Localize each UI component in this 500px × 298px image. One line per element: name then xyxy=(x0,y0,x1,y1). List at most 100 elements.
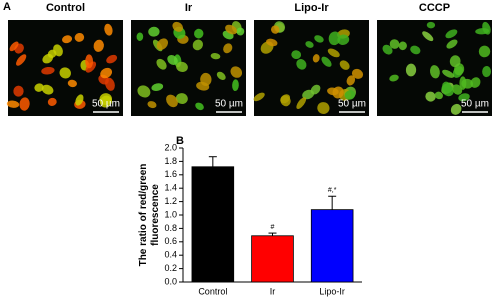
cell xyxy=(9,41,19,52)
cell xyxy=(321,56,332,67)
cell xyxy=(175,93,188,104)
cell xyxy=(16,54,27,66)
cell xyxy=(196,81,210,91)
cell xyxy=(280,95,291,107)
cell xyxy=(291,50,302,60)
cell xyxy=(434,91,443,100)
cell xyxy=(478,45,491,58)
y-tick-label: 0.6 xyxy=(164,236,177,246)
cell xyxy=(445,29,458,39)
cell xyxy=(41,66,55,75)
cell xyxy=(452,84,463,95)
cell xyxy=(67,79,77,88)
image-title: Control xyxy=(46,2,85,14)
y-tick-label: 1.8 xyxy=(164,156,177,166)
cell xyxy=(310,84,321,95)
cell xyxy=(172,21,183,32)
cell xyxy=(446,39,458,49)
cell xyxy=(425,91,436,102)
cell xyxy=(74,32,85,42)
cell xyxy=(410,45,421,55)
cell xyxy=(351,68,364,79)
y-tick-label: 0.0 xyxy=(164,276,177,286)
cell xyxy=(19,97,30,111)
cell xyxy=(151,83,164,92)
cell xyxy=(34,83,44,92)
cell xyxy=(104,23,113,36)
cell xyxy=(344,90,356,100)
cell xyxy=(458,93,470,102)
cell xyxy=(156,38,169,50)
cell xyxy=(449,55,461,68)
cell xyxy=(459,76,467,90)
cell xyxy=(147,101,157,109)
y-tick-label: 0.8 xyxy=(164,223,177,233)
cell xyxy=(62,35,73,44)
cell xyxy=(6,100,20,108)
cell xyxy=(475,28,490,35)
x-tick-label: Lipo-Ir xyxy=(319,286,345,296)
cell xyxy=(53,44,63,57)
image-title: Ir xyxy=(185,2,193,14)
cell xyxy=(389,74,399,82)
micrograph xyxy=(254,20,369,116)
cell xyxy=(382,44,393,55)
cell xyxy=(296,97,307,109)
significance-mark: # xyxy=(271,224,275,231)
cell xyxy=(136,32,144,41)
cell xyxy=(148,26,160,37)
image-title: Lipo-Ir xyxy=(294,2,329,14)
cell xyxy=(482,66,492,78)
cell xyxy=(192,39,204,51)
y-tick-label: 2.0 xyxy=(164,142,177,152)
cell xyxy=(156,58,167,70)
scale-bar-label: 50 µm xyxy=(338,99,366,110)
cell xyxy=(266,38,278,47)
cell xyxy=(210,53,221,60)
cell xyxy=(166,94,178,108)
x-tick-label: Control xyxy=(198,286,227,296)
cell xyxy=(216,71,226,80)
scale-bar-label: 50 µm xyxy=(461,99,489,110)
cell xyxy=(41,84,54,95)
y-tick-label: 0.4 xyxy=(164,250,177,260)
cell xyxy=(398,41,407,51)
cell xyxy=(339,60,350,70)
cell xyxy=(470,77,481,88)
cell xyxy=(426,21,436,29)
cell xyxy=(93,39,104,52)
cell xyxy=(253,92,265,102)
cell xyxy=(85,54,94,69)
cell xyxy=(337,34,350,45)
bar xyxy=(191,166,235,283)
cell xyxy=(223,43,233,54)
cell xyxy=(442,81,452,93)
cell xyxy=(137,85,151,98)
cell xyxy=(312,54,320,63)
cell xyxy=(442,69,455,78)
cell xyxy=(296,59,307,70)
cell xyxy=(346,75,356,86)
cell xyxy=(75,94,84,106)
x-tick-label: Ir xyxy=(270,286,276,296)
cell xyxy=(194,28,204,39)
cell xyxy=(236,27,245,36)
scale-bar-label: 50 µm xyxy=(92,99,120,110)
cell xyxy=(450,103,462,115)
cell xyxy=(42,53,54,64)
cell xyxy=(100,67,113,79)
y-tick-label: 1.6 xyxy=(164,169,177,179)
cell xyxy=(327,48,340,58)
cell xyxy=(429,65,440,79)
cell xyxy=(232,79,239,92)
image-title: CCCP xyxy=(419,2,450,14)
significance-mark: #,* xyxy=(328,187,337,194)
y-tick-label: 1.0 xyxy=(164,209,177,219)
cell xyxy=(176,61,188,73)
panel-label: A xyxy=(3,1,11,13)
y-tick-label: 1.4 xyxy=(164,183,177,193)
cell xyxy=(422,31,434,42)
cell xyxy=(332,86,344,99)
cell xyxy=(389,39,400,49)
